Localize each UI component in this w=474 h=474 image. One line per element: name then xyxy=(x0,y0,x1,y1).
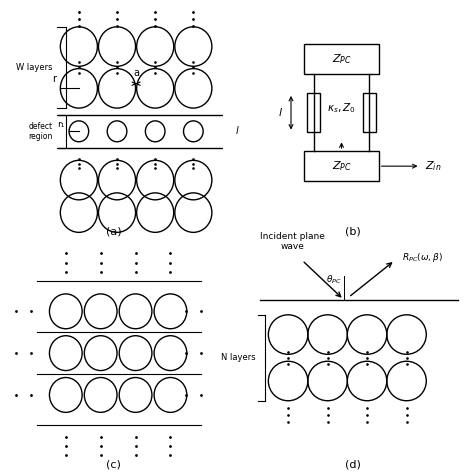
Text: $\kappa_s, Z_0$: $\kappa_s, Z_0$ xyxy=(327,101,356,115)
Bar xyxy=(363,93,376,133)
Text: l: l xyxy=(279,108,282,118)
Text: l: l xyxy=(236,127,238,137)
Text: $Z_{in}$: $Z_{in}$ xyxy=(425,159,442,173)
Text: $Z_{PC}$: $Z_{PC}$ xyxy=(331,159,352,173)
Text: $R_{PC}(\omega,\beta)$: $R_{PC}(\omega,\beta)$ xyxy=(402,251,443,264)
Text: a: a xyxy=(133,68,139,78)
Bar xyxy=(304,151,379,181)
Text: (b): (b) xyxy=(345,227,361,237)
Text: $Z_{PC}$: $Z_{PC}$ xyxy=(331,53,352,66)
Text: (d): (d) xyxy=(345,459,361,469)
Text: W layers: W layers xyxy=(16,63,53,72)
Bar xyxy=(307,93,320,133)
Text: (a): (a) xyxy=(106,227,121,237)
Text: r₁: r₁ xyxy=(57,120,64,129)
Text: (c): (c) xyxy=(106,459,121,469)
Text: N layers: N layers xyxy=(221,353,255,362)
Text: $\theta_{PC}$: $\theta_{PC}$ xyxy=(326,273,341,286)
Text: defect
region: defect region xyxy=(28,122,53,141)
Bar xyxy=(304,44,379,74)
Text: r: r xyxy=(52,74,56,84)
Text: Incident plane
wave: Incident plane wave xyxy=(260,231,325,251)
